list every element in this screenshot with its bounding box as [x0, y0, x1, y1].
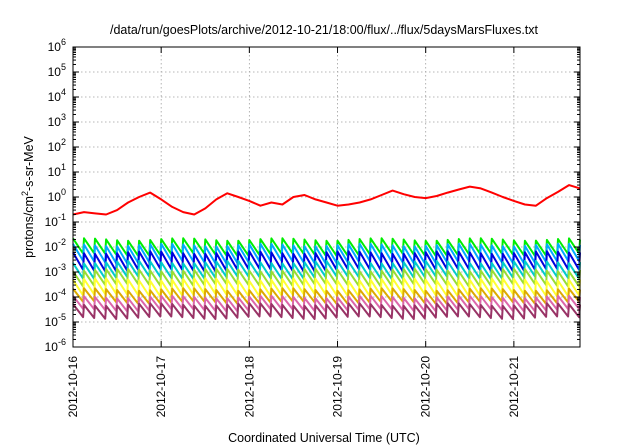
- x-tick-label: 2012-10-20: [419, 356, 433, 418]
- series-lines: [72, 184, 581, 320]
- y-tick-label-exp: 5: [61, 62, 66, 72]
- y-axis-title-sup: 2: [20, 191, 30, 196]
- y-tick-label: 105: [48, 62, 66, 79]
- y-tick-label-exp: 4: [61, 87, 66, 97]
- series-line-0: [72, 184, 581, 216]
- y-axis-title-prefix: protons/cm: [22, 196, 36, 258]
- y-tick-label-exp: -2: [58, 237, 66, 247]
- y-tick-label: 100: [48, 187, 66, 204]
- y-tick-label: 104: [48, 87, 66, 104]
- y-tick-label-base: 10: [48, 40, 62, 54]
- y-tick-label-exp: 3: [61, 112, 66, 122]
- y-tick-label: 10-6: [45, 337, 66, 354]
- y-tick-label-exp: -6: [58, 337, 66, 347]
- y-tick-label-exp: -5: [58, 312, 66, 322]
- y-tick-label-exp: 6: [61, 37, 66, 47]
- y-axis-title-suffix: -s-sr-MeV: [22, 135, 36, 191]
- y-tick-label-exp: 2: [61, 137, 66, 147]
- series-line-9: [72, 302, 581, 320]
- chart-title: /data/run/goesPlots/archive/2012-10-21/1…: [110, 23, 539, 37]
- y-tick-label-base: 10: [48, 115, 62, 129]
- y-axis-title: protons/cm2-s-sr-MeV: [20, 135, 36, 257]
- y-tick-label: 10-3: [45, 262, 66, 279]
- y-tick-label: 10-2: [45, 237, 66, 254]
- x-tick-label: 2012-10-18: [242, 356, 256, 418]
- y-tick-label-exp: -1: [58, 212, 66, 222]
- y-tick-label-base: 10: [48, 65, 62, 79]
- y-tick-label-base: 10: [45, 240, 59, 254]
- y-tick-label-exp: -3: [58, 262, 66, 272]
- y-axis: 10-610-510-410-310-210-11001011021031041…: [45, 37, 580, 354]
- y-tick-label-base: 10: [48, 90, 62, 104]
- y-tick-label-base: 10: [48, 165, 62, 179]
- y-tick-label-base: 10: [48, 140, 62, 154]
- y-tick-label-exp: 0: [61, 187, 66, 197]
- y-tick-label: 10-1: [45, 212, 66, 229]
- x-tick-label: 2012-10-17: [154, 356, 168, 418]
- y-tick-label-exp: -4: [58, 287, 66, 297]
- y-tick-label-base: 10: [45, 290, 59, 304]
- y-tick-label: 106: [48, 37, 66, 54]
- y-tick-label: 10-5: [45, 312, 66, 329]
- y-tick-label-base: 10: [45, 315, 59, 329]
- y-tick-label-base: 10: [45, 265, 59, 279]
- y-tick-label: 10-4: [45, 287, 66, 304]
- x-axis-title: Coordinated Universal Time (UTC): [228, 431, 420, 445]
- x-tick-label: 2012-10-16: [66, 356, 80, 418]
- y-tick-label-base: 10: [45, 340, 59, 354]
- x-tick-label: 2012-10-19: [331, 356, 345, 418]
- y-tick-label: 103: [48, 112, 66, 129]
- y-tick-label-base: 10: [48, 190, 62, 204]
- x-tick-label: 2012-10-21: [507, 356, 521, 418]
- y-tick-label: 101: [48, 162, 66, 179]
- x-axis: 2012-10-16 2012-10-17 2012-10-18 2012-10-19…: [66, 47, 521, 417]
- y-tick-label: 102: [48, 137, 66, 154]
- y-tick-label-base: 10: [45, 215, 59, 229]
- y-tick-label-exp: 1: [61, 162, 66, 172]
